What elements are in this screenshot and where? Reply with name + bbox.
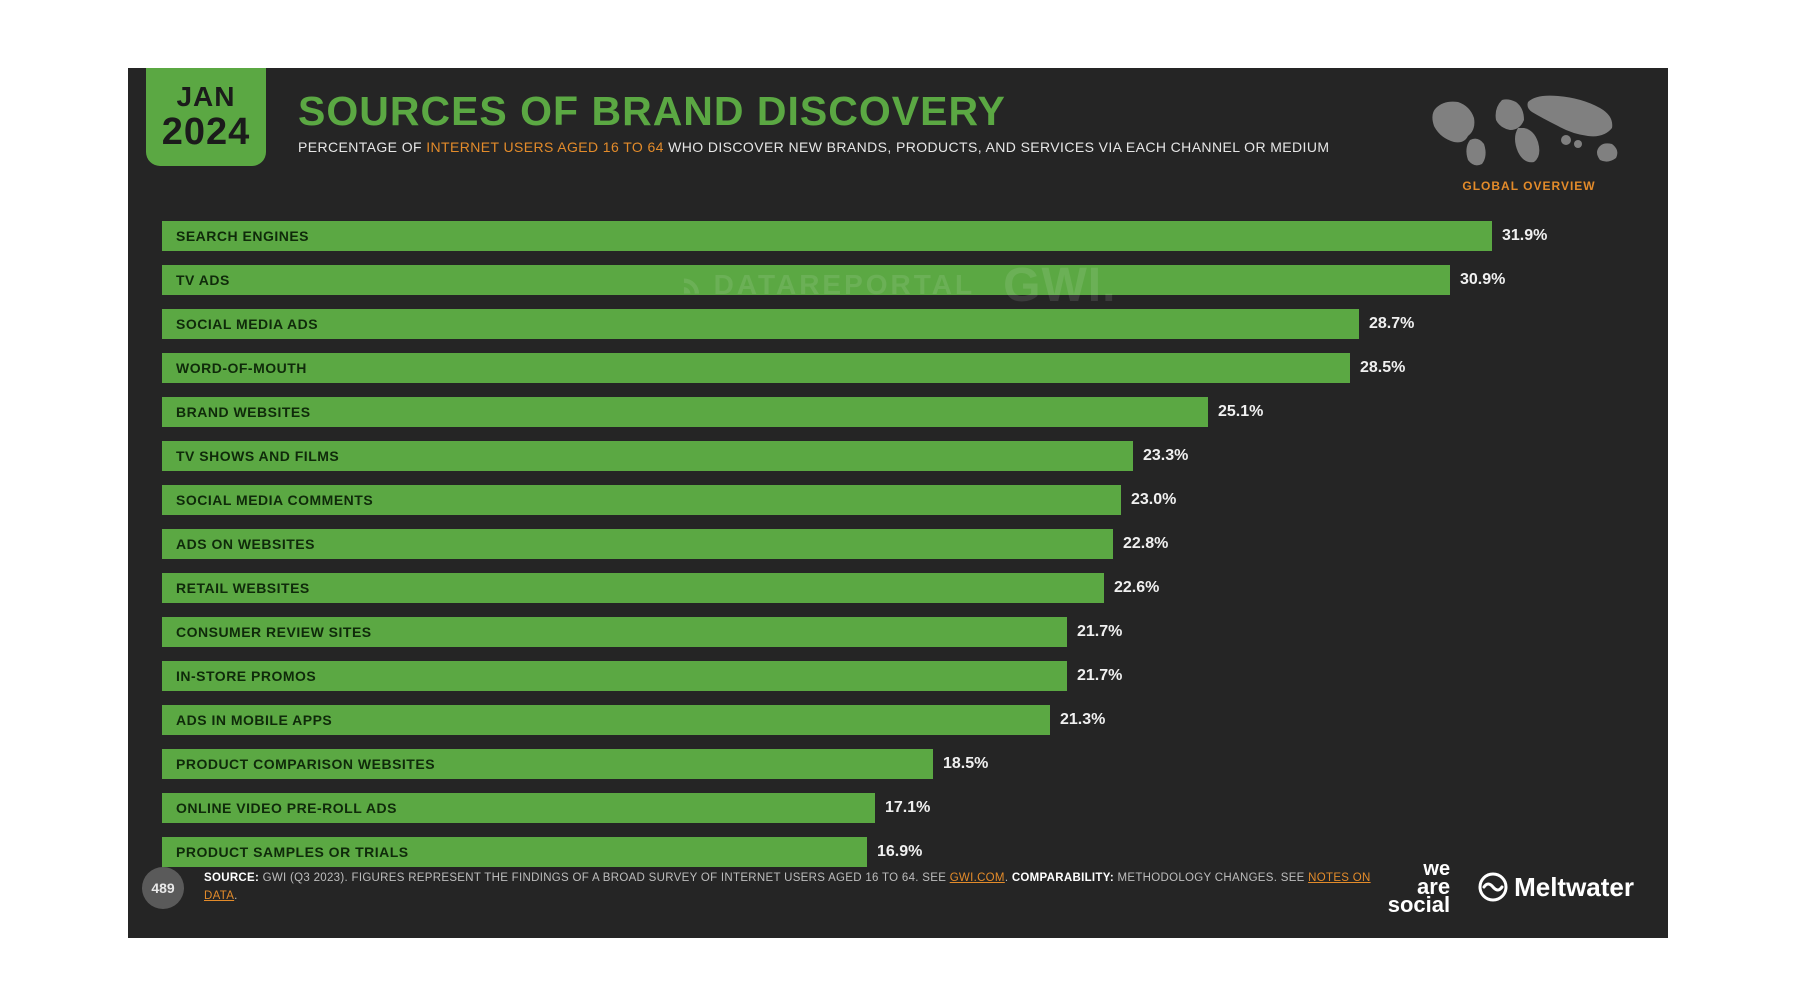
source-label: SOURCE:	[204, 872, 259, 884]
bar-value: 28.5%	[1350, 359, 1405, 377]
bar-label: ADS IN MOBILE APPS	[162, 712, 332, 728]
bar-row: SOCIAL MEDIA ADS 28.7%	[162, 302, 1634, 346]
bar-label: TV ADS	[162, 272, 230, 288]
subtitle-highlight: INTERNET USERS AGED 16 TO 64	[426, 139, 664, 155]
bar-row: TV SHOWS AND FILMS 23.3%	[162, 434, 1634, 478]
bar-value: 21.7%	[1067, 667, 1122, 685]
bar-label: BRAND WEBSITES	[162, 404, 311, 420]
source-link: GWI.COM	[950, 872, 1005, 884]
bar-label: RETAIL WEBSITES	[162, 580, 310, 596]
bar: SOCIAL MEDIA ADS	[162, 309, 1359, 339]
bar: PRODUCT COMPARISON WEBSITES	[162, 749, 933, 779]
bar-label: IN-STORE PROMOS	[162, 668, 316, 684]
footer-logos: we are social Meltwater	[1388, 861, 1634, 913]
subtitle-prefix: PERCENTAGE OF	[298, 139, 426, 155]
world-map-icon	[1424, 86, 1634, 177]
bar-value: 23.0%	[1121, 491, 1176, 509]
bar: ONLINE VIDEO PRE-ROLL ADS	[162, 793, 875, 823]
bar-row: SOCIAL MEDIA COMMENTS 23.0%	[162, 478, 1634, 522]
header: SOURCES OF BRAND DISCOVERY PERCENTAGE OF…	[298, 88, 1408, 155]
bar-row: PRODUCT COMPARISON WEBSITES 18.5%	[162, 742, 1634, 786]
meltwater-logo: Meltwater	[1478, 872, 1634, 903]
date-badge: JAN 2024	[146, 68, 266, 166]
bar: TV ADS	[162, 265, 1450, 295]
bar-value: 25.1%	[1208, 403, 1263, 421]
bar-row: TV ADS 30.9%	[162, 258, 1634, 302]
meltwater-icon	[1478, 872, 1508, 902]
bar-row: CONSUMER REVIEW SITES 21.7%	[162, 610, 1634, 654]
bar-row: ADS IN MOBILE APPS 21.3%	[162, 698, 1634, 742]
comparability-label: COMPARABILITY:	[1012, 872, 1114, 884]
subtitle-suffix: WHO DISCOVER NEW BRANDS, PRODUCTS, AND S…	[664, 139, 1330, 155]
bar: BRAND WEBSITES	[162, 397, 1208, 427]
bar-value: 21.3%	[1050, 711, 1105, 729]
bar-row: WORD-OF-MOUTH 28.5%	[162, 346, 1634, 390]
bar-value: 21.7%	[1067, 623, 1122, 641]
bar: ADS IN MOBILE APPS	[162, 705, 1050, 735]
we-are-social-logo: we are social	[1388, 861, 1450, 913]
bar-label: PRODUCT SAMPLES OR TRIALS	[162, 844, 409, 860]
bar-label: ADS ON WEBSITES	[162, 536, 315, 552]
bar: TV SHOWS AND FILMS	[162, 441, 1133, 471]
date-year: 2024	[162, 113, 251, 151]
bar: WORD-OF-MOUTH	[162, 353, 1350, 383]
infographic-slide: JAN 2024 SOURCES OF BRAND DISCOVERY PERC…	[128, 68, 1668, 938]
bar-row: ADS ON WEBSITES 22.8%	[162, 522, 1634, 566]
bar: SOCIAL MEDIA COMMENTS	[162, 485, 1121, 515]
bar-label: SOCIAL MEDIA COMMENTS	[162, 492, 373, 508]
page-title: SOURCES OF BRAND DISCOVERY	[298, 88, 1408, 135]
bar-value: 28.7%	[1359, 315, 1414, 333]
bar: SEARCH ENGINES	[162, 221, 1492, 251]
bar-value: 22.8%	[1113, 535, 1168, 553]
world-map-region: GLOBAL OVERVIEW	[1424, 86, 1634, 193]
bar-label: SOCIAL MEDIA ADS	[162, 316, 318, 332]
bar: ADS ON WEBSITES	[162, 529, 1113, 559]
page-subtitle: PERCENTAGE OF INTERNET USERS AGED 16 TO …	[298, 139, 1408, 155]
bar-value: 31.9%	[1492, 227, 1547, 245]
source-line: SOURCE: GWI (Q3 2023). FIGURES REPRESENT…	[204, 870, 1388, 905]
bar-label: WORD-OF-MOUTH	[162, 360, 307, 376]
bar-value: 22.6%	[1104, 579, 1159, 597]
map-caption: GLOBAL OVERVIEW	[1424, 179, 1634, 193]
bar-value: 17.1%	[875, 799, 930, 817]
bar-label: SEARCH ENGINES	[162, 228, 309, 244]
page-number: 489	[142, 867, 184, 909]
source-text: GWI (Q3 2023). FIGURES REPRESENT THE FIN…	[259, 872, 950, 884]
bar-row: RETAIL WEBSITES 22.6%	[162, 566, 1634, 610]
bar-value: 23.3%	[1133, 447, 1188, 465]
bar-label: PRODUCT COMPARISON WEBSITES	[162, 756, 435, 772]
comparability-text: METHODOLOGY CHANGES. SEE	[1114, 872, 1308, 884]
bar-chart: SEARCH ENGINES 31.9% TV ADS 30.9% SOCIAL MED…	[162, 214, 1634, 818]
bar: RETAIL WEBSITES	[162, 573, 1104, 603]
bar-label: ONLINE VIDEO PRE-ROLL ADS	[162, 800, 397, 816]
bar: CONSUMER REVIEW SITES	[162, 617, 1067, 647]
bar-value: 18.5%	[933, 755, 988, 773]
bar-label: TV SHOWS AND FILMS	[162, 448, 339, 464]
date-month: JAN	[176, 83, 235, 111]
bar-row: SEARCH ENGINES 31.9%	[162, 214, 1634, 258]
bar-row: BRAND WEBSITES 25.1%	[162, 390, 1634, 434]
bar-value: 30.9%	[1450, 271, 1505, 289]
bar-row: ONLINE VIDEO PRE-ROLL ADS 17.1%	[162, 786, 1634, 830]
bar-row: IN-STORE PROMOS 21.7%	[162, 654, 1634, 698]
bar: IN-STORE PROMOS	[162, 661, 1067, 691]
bar-label: CONSUMER REVIEW SITES	[162, 624, 372, 640]
